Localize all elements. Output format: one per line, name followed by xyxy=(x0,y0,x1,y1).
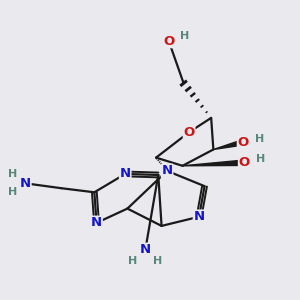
Text: N: N xyxy=(20,177,31,190)
Text: N: N xyxy=(120,167,131,180)
Text: N: N xyxy=(194,210,205,223)
Text: O: O xyxy=(238,136,249,149)
Text: H: H xyxy=(128,256,137,266)
Text: H: H xyxy=(255,134,264,144)
Text: H: H xyxy=(180,31,190,41)
Polygon shape xyxy=(182,160,244,166)
Text: H: H xyxy=(8,187,17,197)
Polygon shape xyxy=(213,140,244,149)
Text: H: H xyxy=(8,169,17,179)
Text: N: N xyxy=(91,216,102,229)
Text: O: O xyxy=(238,156,250,169)
Text: H: H xyxy=(153,256,162,266)
Text: N: N xyxy=(161,164,172,177)
Text: O: O xyxy=(164,34,175,47)
Text: H: H xyxy=(256,154,265,164)
Text: N: N xyxy=(140,243,151,256)
Text: O: O xyxy=(184,126,195,139)
